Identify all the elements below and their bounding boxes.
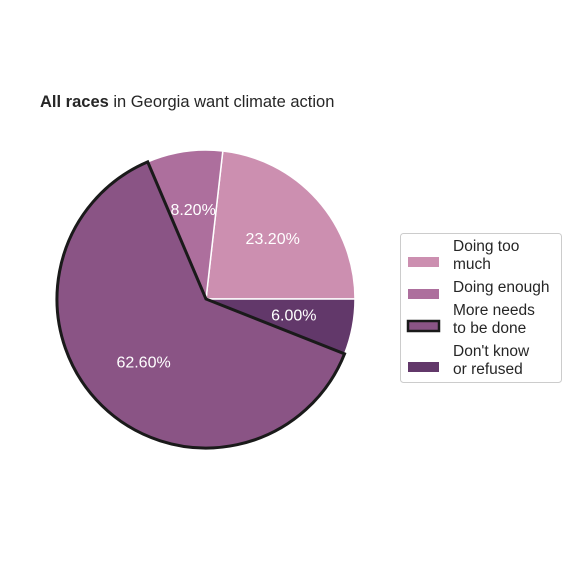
legend-label-1: Doing enough xyxy=(453,279,550,296)
pie-slice-label-2: 62.60% xyxy=(116,355,170,372)
legend-swatch-2 xyxy=(406,319,441,333)
legend: Doing too much Doing enough More needs to be… xyxy=(400,233,562,383)
chart-title-rest: in Georgia want climate action xyxy=(109,93,335,111)
pie: 23.20% 8.20% 62.60% 6.00% xyxy=(55,149,356,450)
legend-frame xyxy=(400,233,562,383)
pie-slice-label-0: 23.20% xyxy=(246,231,300,248)
chart-title-bold: All races xyxy=(40,93,109,111)
legend-swatch-0 xyxy=(408,257,439,267)
legend-label-2: More needs to be done xyxy=(453,302,535,337)
legend-swatch-1 xyxy=(408,289,439,299)
chart-title: All races in Georgia want climate action xyxy=(40,93,334,111)
legend-swatch-3 xyxy=(408,362,439,372)
legend-label-0: Doing too much xyxy=(453,238,519,273)
pie-slice-0 xyxy=(205,150,356,300)
pie-slice-2 xyxy=(55,159,347,450)
legend-label-3: Don't know or refused xyxy=(453,343,530,378)
pie-slice-label-3: 6.00% xyxy=(271,307,316,324)
pie-slice-label-1: 8.20% xyxy=(170,202,215,219)
